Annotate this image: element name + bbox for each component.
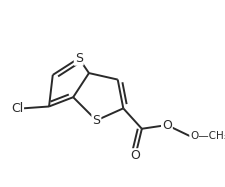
Text: S: S	[74, 52, 82, 65]
Text: O: O	[130, 149, 140, 162]
Text: S: S	[92, 114, 100, 127]
Text: Cl: Cl	[11, 102, 23, 115]
Text: O—CH₃: O—CH₃	[189, 131, 225, 141]
Text: O: O	[161, 119, 171, 131]
